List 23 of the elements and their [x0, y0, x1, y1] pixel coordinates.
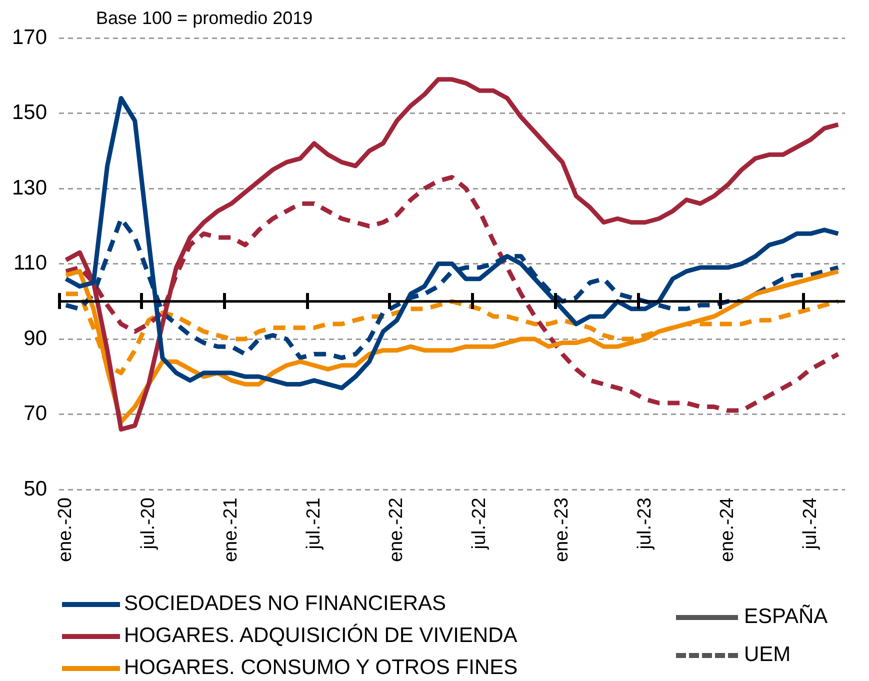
- x-tick-label: jul.-21: [303, 498, 324, 550]
- y-tick-label: 70: [24, 402, 48, 426]
- y-tick-label: 50: [24, 477, 48, 500]
- x-tick-label: ene.-23: [552, 498, 573, 562]
- x-tick-label: ene.-24: [717, 497, 738, 562]
- legend-label: HOGARES. ADQUISICIÓN DE VIVIENDA: [124, 624, 518, 648]
- y-tick-label: 110: [14, 252, 48, 275]
- x-tick-label: jul.-23: [634, 498, 656, 550]
- y-tick-label: 150: [12, 101, 48, 124]
- x-tick-label: jul.-24: [800, 497, 821, 550]
- text: Base 100 = promedio 2019: [96, 8, 313, 29]
- x-tick-label: jul.-22: [468, 498, 490, 550]
- text: UEM: [744, 643, 791, 667]
- legend-label: HOGARES. CONSUMO Y OTROS FINES: [124, 656, 518, 680]
- legend-label: SOCIEDADES NO FINANCIERAS: [124, 592, 446, 616]
- text: ESPAÑA: [744, 605, 828, 629]
- x-tick-label: jul.-20: [138, 498, 159, 550]
- x-tick-label: ene.-21: [220, 498, 242, 562]
- y-tick-label: 130: [12, 176, 48, 200]
- x-tick-label: ene.-20: [55, 498, 76, 562]
- y-tick-label: 90: [24, 326, 48, 350]
- y-tick-label: 170: [12, 26, 48, 49]
- x-tick-label: ene.-22: [386, 498, 408, 562]
